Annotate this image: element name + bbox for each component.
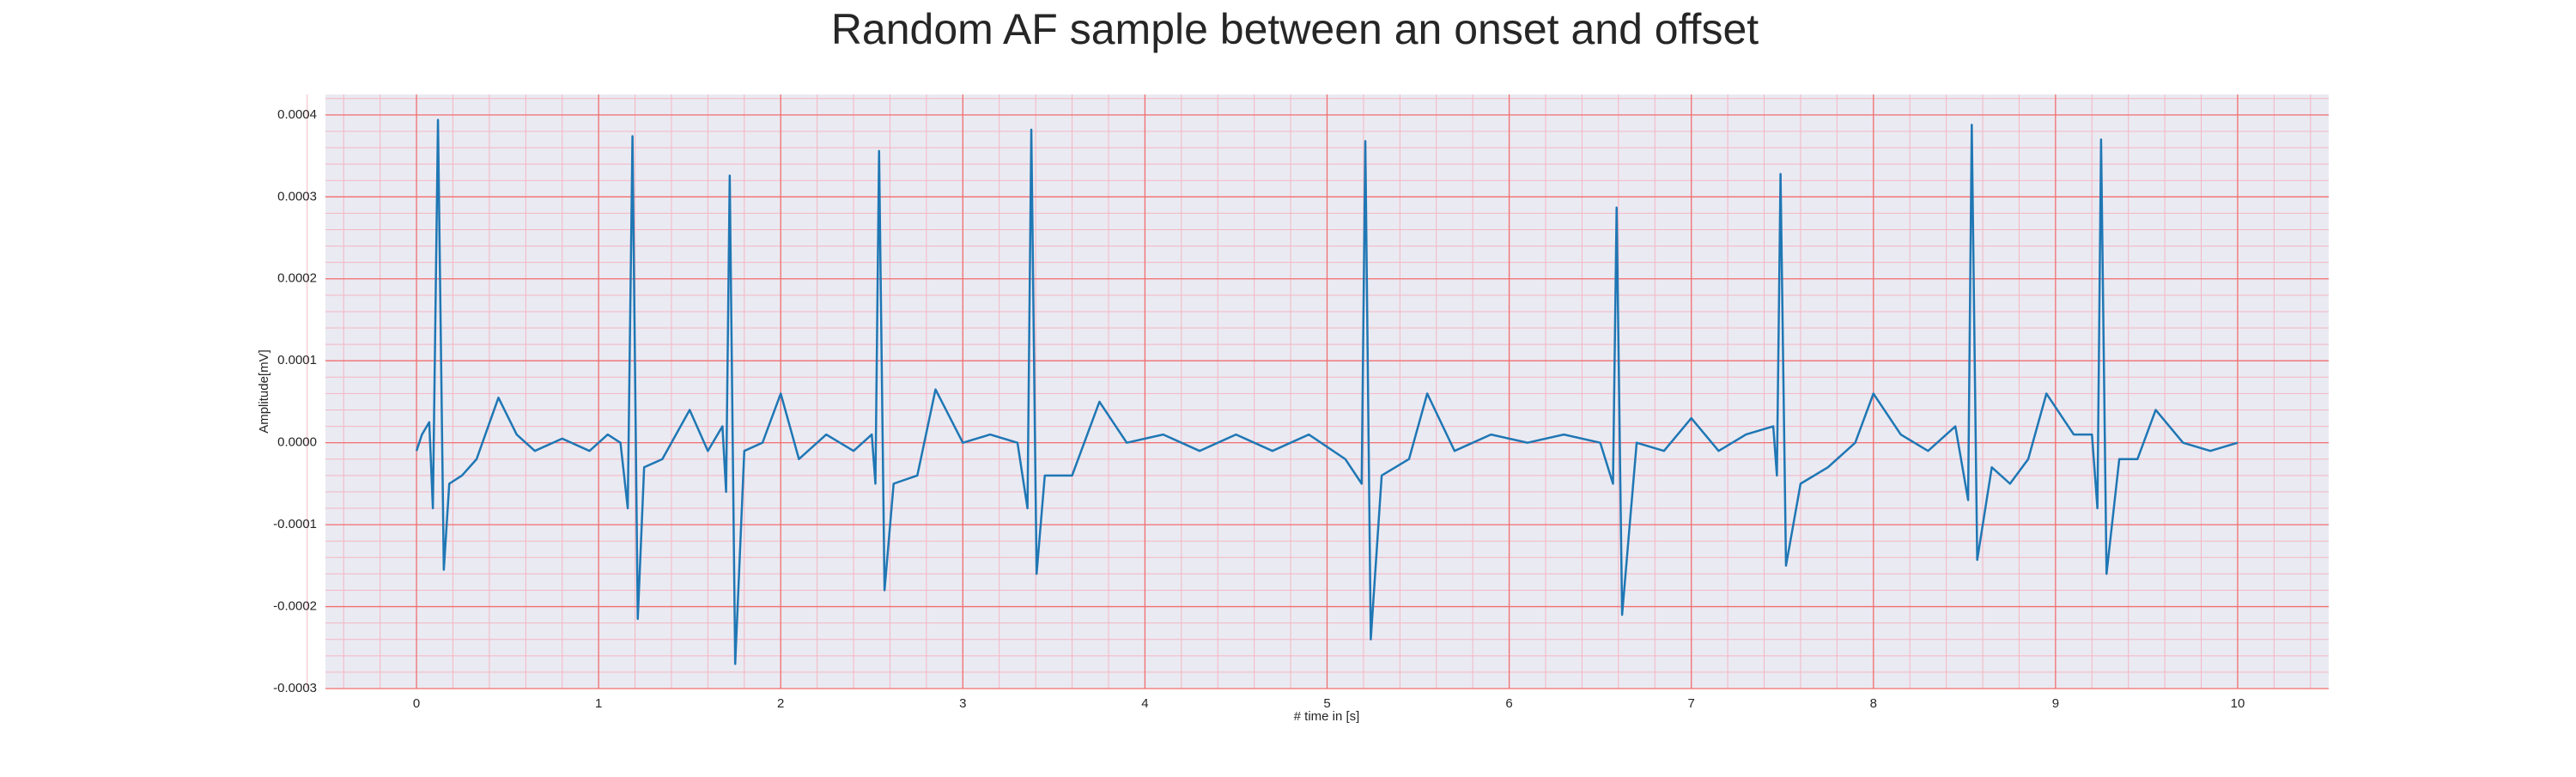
x-tick-label: 0 bbox=[413, 696, 420, 711]
x-axis-label: # time in [s] bbox=[1294, 709, 1360, 724]
x-tick-label: 6 bbox=[1505, 696, 1512, 711]
x-tick-label: 8 bbox=[1870, 696, 1877, 711]
y-tick-label: -0.0001 bbox=[273, 517, 317, 531]
y-tick-label: 0.0003 bbox=[277, 189, 317, 203]
y-tick-label: -0.0003 bbox=[273, 681, 317, 695]
chart-title: Random AF sample between an onset and of… bbox=[831, 5, 1759, 53]
x-tick-label: 9 bbox=[2052, 696, 2059, 711]
x-tick-label: 1 bbox=[595, 696, 602, 711]
y-tick-label: 0.0002 bbox=[277, 271, 317, 286]
x-tick-label: 10 bbox=[2231, 696, 2245, 711]
x-tick-label: 5 bbox=[1323, 696, 1330, 711]
y-tick-label: -0.0002 bbox=[273, 599, 317, 614]
y-tick-label: 0.0001 bbox=[277, 353, 317, 367]
x-tick-label: 3 bbox=[959, 696, 966, 711]
y-axis-label: Amplitude[mV] bbox=[257, 349, 271, 434]
x-tick-label: 4 bbox=[1141, 696, 1148, 711]
signal-line bbox=[415, 118, 2239, 665]
x-tick-label: 7 bbox=[1688, 696, 1695, 711]
x-tick-label: 2 bbox=[777, 696, 784, 711]
y-tick-label: 0.0000 bbox=[277, 435, 317, 450]
y-tick-label: 0.0004 bbox=[277, 107, 317, 122]
